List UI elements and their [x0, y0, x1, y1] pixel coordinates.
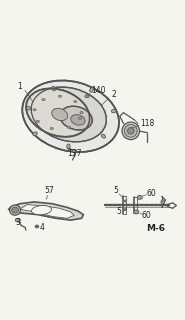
Text: M-6: M-6	[146, 224, 165, 233]
Ellipse shape	[67, 144, 70, 149]
Text: 118: 118	[140, 119, 154, 128]
Ellipse shape	[31, 87, 106, 142]
Text: 137: 137	[67, 149, 82, 158]
Ellipse shape	[124, 124, 137, 137]
Ellipse shape	[50, 127, 53, 130]
Text: 2: 2	[112, 90, 117, 99]
Ellipse shape	[42, 99, 45, 101]
Ellipse shape	[31, 205, 51, 215]
Ellipse shape	[134, 210, 139, 214]
Polygon shape	[9, 202, 83, 220]
Ellipse shape	[111, 109, 116, 113]
Ellipse shape	[85, 95, 89, 98]
Ellipse shape	[80, 112, 83, 114]
Ellipse shape	[124, 200, 127, 202]
Polygon shape	[20, 205, 74, 218]
Text: 60: 60	[142, 211, 152, 220]
Ellipse shape	[127, 128, 134, 134]
Ellipse shape	[52, 86, 56, 91]
Ellipse shape	[124, 208, 127, 211]
Ellipse shape	[78, 117, 82, 119]
Ellipse shape	[15, 218, 20, 222]
Text: 60: 60	[147, 189, 157, 198]
Text: 4: 4	[40, 222, 45, 232]
Ellipse shape	[10, 205, 21, 215]
Ellipse shape	[72, 149, 76, 152]
Ellipse shape	[36, 120, 40, 123]
Ellipse shape	[101, 134, 105, 138]
Ellipse shape	[26, 88, 90, 137]
Text: 5: 5	[117, 207, 121, 216]
Ellipse shape	[22, 81, 119, 152]
Ellipse shape	[67, 126, 70, 128]
Ellipse shape	[137, 195, 142, 199]
Ellipse shape	[33, 132, 37, 136]
Ellipse shape	[35, 225, 39, 228]
Ellipse shape	[26, 107, 31, 110]
Ellipse shape	[33, 109, 36, 111]
Text: 5: 5	[113, 186, 118, 195]
Text: 3: 3	[15, 218, 20, 228]
Ellipse shape	[74, 100, 77, 103]
Ellipse shape	[12, 207, 18, 213]
Ellipse shape	[36, 226, 38, 227]
Ellipse shape	[122, 122, 139, 140]
Ellipse shape	[71, 115, 85, 125]
Ellipse shape	[58, 95, 62, 97]
Ellipse shape	[161, 200, 164, 204]
Ellipse shape	[52, 108, 68, 121]
Text: 1: 1	[17, 82, 22, 91]
Ellipse shape	[60, 106, 92, 130]
Text: 140: 140	[91, 86, 105, 95]
Text: 57: 57	[45, 187, 55, 196]
Ellipse shape	[90, 88, 93, 92]
